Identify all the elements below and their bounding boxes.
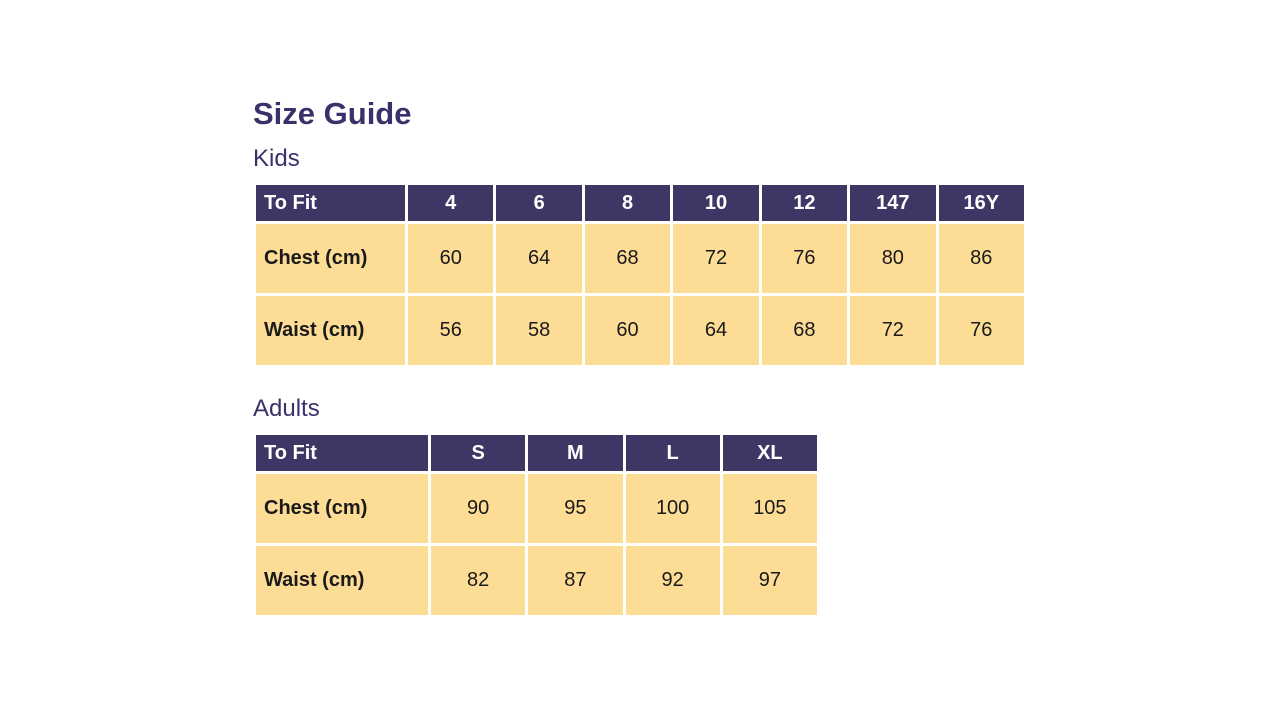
adults-waist-row: Waist (cm) 82 87 92 97 <box>253 543 821 618</box>
adults-header-row: To Fit S M L XL <box>253 432 821 474</box>
kids-size-table: To Fit 4 6 8 10 12 147 16Y Chest (cm) 60… <box>253 182 1028 368</box>
kids-header-size-8: 8 <box>581 182 674 224</box>
adults-header-size-xl: XL <box>719 432 821 474</box>
adults-chest-value: 105 <box>719 471 821 546</box>
section-title-kids: Kids <box>253 145 300 172</box>
adults-chest-value: 90 <box>427 471 529 546</box>
kids-chest-value: 76 <box>758 221 851 296</box>
kids-header-size-12: 12 <box>758 182 851 224</box>
kids-chest-value: 68 <box>581 221 674 296</box>
kids-chest-value: 80 <box>847 221 939 296</box>
adults-chest-value: 95 <box>525 471 626 546</box>
adults-waist-value: 97 <box>719 543 821 618</box>
row-label-chest: Chest (cm) <box>253 221 408 296</box>
kids-header-to-fit: To Fit <box>253 182 408 224</box>
kids-chest-value: 60 <box>404 221 497 296</box>
adults-header-size-s: S <box>427 432 529 474</box>
kids-chest-value: 86 <box>935 221 1028 296</box>
row-label-waist: Waist (cm) <box>253 543 431 618</box>
kids-waist-value: 64 <box>670 293 762 368</box>
kids-waist-value: 76 <box>935 293 1028 368</box>
section-title-adults: Adults <box>253 395 320 422</box>
kids-chest-row: Chest (cm) 60 64 68 72 76 80 86 <box>253 221 1028 296</box>
kids-header-size-14y: 147 <box>847 182 939 224</box>
row-label-chest: Chest (cm) <box>253 471 431 546</box>
kids-header-size-10: 10 <box>670 182 762 224</box>
kids-waist-value: 72 <box>847 293 939 368</box>
kids-chest-value: 64 <box>493 221 585 296</box>
adults-header-to-fit: To Fit <box>253 432 431 474</box>
kids-waist-value: 58 <box>493 293 585 368</box>
adults-chest-row: Chest (cm) 90 95 100 105 <box>253 471 821 546</box>
kids-waist-value: 68 <box>758 293 851 368</box>
kids-waist-row: Waist (cm) 56 58 60 64 68 72 76 <box>253 293 1028 368</box>
size-guide-page: Size Guide Kids To Fit 4 6 8 10 12 147 1… <box>253 96 1028 618</box>
kids-header-size-6: 6 <box>493 182 585 224</box>
adults-waist-value: 82 <box>427 543 529 618</box>
adults-size-table: To Fit S M L XL Chest (cm) 90 95 100 105… <box>253 432 821 618</box>
adults-chest-value: 100 <box>622 471 723 546</box>
kids-header-size-4: 4 <box>404 182 497 224</box>
kids-header-row: To Fit 4 6 8 10 12 147 16Y <box>253 182 1028 224</box>
kids-waist-value: 60 <box>581 293 674 368</box>
kids-waist-value: 56 <box>404 293 497 368</box>
adults-header-size-m: M <box>525 432 626 474</box>
adults-waist-value: 92 <box>622 543 723 618</box>
adults-waist-value: 87 <box>525 543 626 618</box>
kids-header-size-16y: 16Y <box>935 182 1028 224</box>
page-title: Size Guide <box>253 96 412 131</box>
kids-chest-value: 72 <box>670 221 762 296</box>
row-label-waist: Waist (cm) <box>253 293 408 368</box>
adults-header-size-l: L <box>622 432 723 474</box>
